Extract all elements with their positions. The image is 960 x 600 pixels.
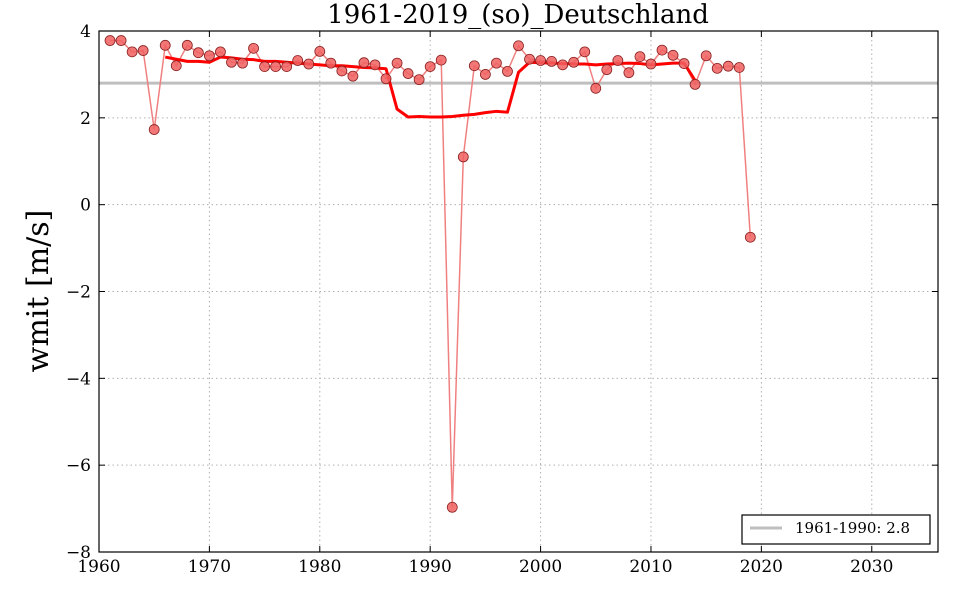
chart-title: 1961-2019_(so)_Deutschland [327,0,709,30]
data-point [248,42,259,54]
data-point [557,59,569,71]
x-tick-label: 2000 [519,557,562,577]
grid [99,31,938,552]
y-tick-label: 4 [80,22,91,42]
data-point [215,46,226,58]
data-point [513,40,524,52]
data-point [292,55,304,66]
data-point [612,55,624,66]
data-point [148,124,160,135]
x-tick-label: 2030 [850,557,893,577]
data-point [181,39,193,51]
data-point [270,61,282,73]
data-point [237,57,248,69]
data-point [667,49,679,61]
data-point [369,59,381,71]
data-point [303,58,315,70]
data-point [502,65,513,77]
y-axis-label: wmit [m/s] [21,210,56,373]
x-tick-label: 2010 [629,557,672,577]
data-point [281,61,293,73]
y-tick-label: −6 [66,456,91,476]
x-tick-label: 2020 [740,557,783,577]
data-point [336,65,348,77]
data-point [457,151,469,163]
data-point [115,35,127,46]
x-tick-label: 1980 [298,557,341,577]
data-point [391,57,403,69]
data-point [711,62,723,74]
data-point [314,46,326,57]
x-tick-label: 1970 [188,557,231,577]
data-point [524,53,535,65]
data-point [656,44,668,56]
data-point [601,64,613,76]
data-point [380,73,392,85]
x-tick-label: 1960 [77,557,120,577]
data-point [579,46,591,58]
data-point [722,60,734,72]
data-point [678,58,690,69]
data-point [226,56,237,68]
y-tick-label: −2 [66,283,91,303]
data-point [192,47,204,59]
data-point [347,70,359,82]
data-point [546,55,558,67]
data-point [634,51,646,63]
data-point [700,50,712,62]
data-point [126,46,138,58]
data-point [159,39,171,51]
plot-frame [98,30,939,553]
y-tick-label: 2 [80,109,91,129]
data-point [203,50,215,62]
y-tick-label: −8 [66,543,91,563]
legend-label: 1961-1990: 2.8 [795,519,910,537]
data-point [590,82,602,94]
data-point [424,61,436,73]
data-point [468,60,480,72]
data-point [568,56,580,68]
x-tick-label: 1990 [409,557,452,577]
data-point [435,54,447,66]
data-point [358,57,370,69]
series-group [104,35,756,513]
data-point [137,45,149,56]
moving-average-line [164,55,697,119]
data-point [479,69,491,80]
y-tick-label: 0 [80,196,91,216]
data-point [446,501,458,513]
data-point [733,62,745,73]
data-point [413,74,425,86]
data-point [259,61,270,73]
legend: 1961-1990: 2.8 [741,514,931,545]
data-point [491,57,502,69]
data-point [325,57,337,69]
data-point [170,60,182,72]
data-point [689,79,701,90]
y-tick-label: −4 [66,369,91,389]
data-point [744,231,756,243]
data-point [623,67,635,79]
data-point [402,68,414,79]
ticks-group: 1960 1970 1980 1990 2000 2010 2020 2030 4 2 0 −2 −4 −… [66,22,938,577]
data-point [645,58,657,70]
data-point [104,35,116,46]
data-point [535,55,546,66]
